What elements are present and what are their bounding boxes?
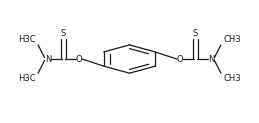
Text: N: N — [208, 54, 214, 64]
Text: CH3: CH3 — [224, 35, 241, 44]
Text: N: N — [45, 54, 51, 64]
Text: H3C: H3C — [18, 35, 35, 44]
Text: O: O — [177, 54, 183, 64]
Text: CH3: CH3 — [224, 74, 241, 83]
Text: S: S — [61, 29, 66, 38]
Text: H3C: H3C — [18, 74, 35, 83]
Text: O: O — [76, 54, 82, 64]
Text: S: S — [193, 29, 198, 38]
